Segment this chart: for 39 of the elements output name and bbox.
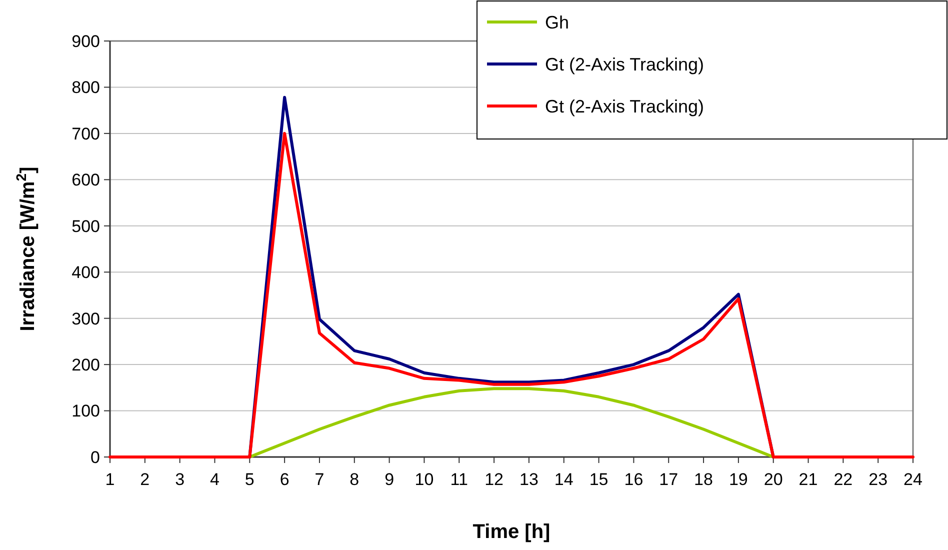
x-tick-label: 19 — [728, 470, 748, 489]
legend-label: Gh — [545, 12, 570, 32]
x-axis-title: Time [h] — [472, 521, 550, 543]
x-tick-label: 4 — [210, 470, 220, 489]
x-tick-label: 9 — [384, 470, 394, 489]
x-tick-label: 3 — [175, 470, 185, 489]
x-tick-label: 18 — [694, 470, 713, 489]
x-tick-label: 13 — [519, 470, 538, 489]
x-tick-label: 11 — [450, 470, 468, 489]
y-tick-label: 900 — [72, 32, 100, 51]
x-tick-label: 24 — [904, 470, 922, 489]
y-tick-label: 800 — [72, 78, 100, 98]
x-tick-label: 6 — [280, 470, 290, 489]
x-tick-label: 16 — [624, 470, 644, 489]
x-tick-label: 12 — [484, 470, 504, 489]
x-tick-label: 1 — [105, 470, 115, 489]
x-tick-label: 7 — [314, 470, 324, 489]
y-tick-label: 0 — [90, 448, 100, 467]
x-tick-label: 20 — [764, 470, 783, 489]
y-tick-label: 700 — [72, 124, 100, 144]
x-tick-label: 21 — [798, 470, 818, 489]
y-tick-label: 400 — [72, 263, 100, 282]
x-tick-label: 23 — [868, 470, 888, 489]
x-tick-label: 22 — [834, 470, 853, 489]
legend-label: Gt (2-Axis Tracking) — [545, 54, 704, 74]
legend-label: Gt (2-Axis Tracking) — [545, 96, 704, 116]
x-tick-label: 14 — [554, 470, 574, 489]
y-tick-label: 500 — [72, 216, 100, 236]
y-tick-label: 200 — [72, 356, 100, 375]
y-tick-label: 100 — [72, 402, 100, 421]
x-tick-label: 5 — [244, 470, 254, 489]
y-tick-label: 600 — [72, 170, 100, 190]
x-tick-label: 15 — [589, 470, 608, 489]
x-tick-label: 2 — [140, 470, 150, 489]
x-tick-label: 10 — [414, 470, 434, 489]
x-tick-label: 17 — [659, 470, 678, 489]
x-tick-label: 8 — [350, 470, 360, 489]
line-series — [248, 387, 775, 458]
y-tick-label: 300 — [72, 309, 100, 328]
